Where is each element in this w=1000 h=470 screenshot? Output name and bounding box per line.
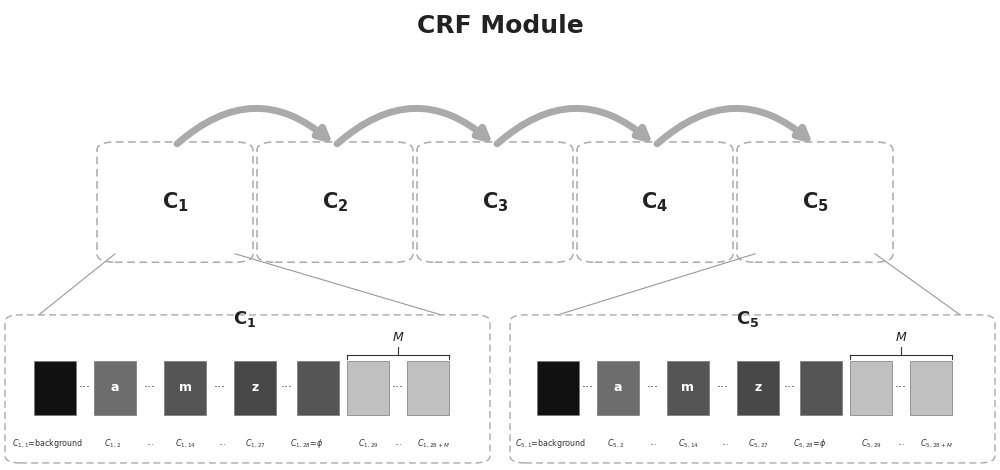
- Text: ···: ···: [144, 381, 156, 394]
- Bar: [234, 361, 276, 415]
- Bar: [910, 361, 952, 415]
- Text: $\mathbf{C_5}$: $\mathbf{C_5}$: [736, 309, 760, 329]
- Text: $\mathbf{C_1}$: $\mathbf{C_1}$: [233, 309, 257, 329]
- Text: $\mathbf{C_2}$: $\mathbf{C_2}$: [322, 190, 348, 214]
- Text: $\mathbf{C_4}$: $\mathbf{C_4}$: [641, 190, 669, 214]
- Text: $C_{1,28+M}$: $C_{1,28+M}$: [417, 438, 449, 450]
- Text: $C_{5,1}$=background: $C_{5,1}$=background: [515, 438, 587, 450]
- Bar: [347, 361, 389, 415]
- Text: CRF Module: CRF Module: [417, 14, 583, 38]
- FancyBboxPatch shape: [510, 315, 995, 463]
- FancyBboxPatch shape: [257, 142, 413, 262]
- Text: ···: ···: [146, 441, 154, 450]
- Text: ···: ···: [214, 381, 226, 394]
- Bar: [850, 361, 892, 415]
- Text: m: m: [178, 381, 192, 394]
- FancyBboxPatch shape: [5, 315, 490, 463]
- Text: ···: ···: [897, 441, 905, 450]
- FancyArrowPatch shape: [657, 109, 807, 144]
- Bar: [297, 361, 339, 415]
- FancyBboxPatch shape: [97, 142, 253, 262]
- Bar: [34, 361, 76, 415]
- Text: ···: ···: [392, 381, 404, 394]
- Text: $C_{1,1}$=background: $C_{1,1}$=background: [12, 438, 84, 450]
- FancyArrowPatch shape: [497, 109, 647, 144]
- Text: $C_{5,2}$: $C_{5,2}$: [607, 438, 625, 450]
- Text: $C_{1,28}$=$\phi$: $C_{1,28}$=$\phi$: [290, 438, 324, 450]
- Text: a: a: [111, 381, 119, 394]
- Text: ···: ···: [721, 441, 729, 450]
- Text: $C_{1,29}$: $C_{1,29}$: [358, 438, 378, 450]
- Text: a: a: [614, 381, 622, 394]
- Bar: [94, 361, 136, 415]
- Text: ···: ···: [218, 441, 226, 450]
- Text: $C_{1,14}$: $C_{1,14}$: [175, 438, 195, 450]
- Text: ···: ···: [582, 381, 594, 394]
- FancyArrowPatch shape: [337, 109, 487, 144]
- FancyBboxPatch shape: [577, 142, 733, 262]
- Text: ···: ···: [895, 381, 907, 394]
- FancyBboxPatch shape: [417, 142, 573, 262]
- Bar: [597, 361, 639, 415]
- Text: $\mathbf{C_3}$: $\mathbf{C_3}$: [482, 190, 508, 214]
- Text: ···: ···: [280, 381, 292, 394]
- Text: z: z: [754, 381, 762, 394]
- Text: m: m: [682, 381, 694, 394]
- Bar: [800, 361, 842, 415]
- Text: ···: ···: [717, 381, 729, 394]
- FancyBboxPatch shape: [737, 142, 893, 262]
- Text: $M$: $M$: [392, 331, 404, 344]
- Text: $M$: $M$: [895, 331, 907, 344]
- Text: $C_{5,28+M}$: $C_{5,28+M}$: [920, 438, 952, 450]
- Text: $C_{5,29}$: $C_{5,29}$: [861, 438, 881, 450]
- Text: $C_{1,2}$: $C_{1,2}$: [104, 438, 122, 450]
- Bar: [164, 361, 206, 415]
- Text: $C_{5,27}$: $C_{5,27}$: [748, 438, 768, 450]
- Text: $\mathbf{C_1}$: $\mathbf{C_1}$: [162, 190, 188, 214]
- Text: $C_{5,14}$: $C_{5,14}$: [678, 438, 698, 450]
- Text: $C_{1,27}$: $C_{1,27}$: [245, 438, 265, 450]
- Bar: [407, 361, 449, 415]
- FancyArrowPatch shape: [177, 109, 327, 144]
- Text: ···: ···: [647, 381, 659, 394]
- Text: ···: ···: [784, 381, 796, 394]
- Bar: [737, 361, 779, 415]
- Bar: [667, 361, 709, 415]
- Text: ···: ···: [394, 441, 402, 450]
- Text: $C_{5,28}$=$\phi$: $C_{5,28}$=$\phi$: [793, 438, 827, 450]
- Text: ···: ···: [79, 381, 91, 394]
- Text: ···: ···: [649, 441, 657, 450]
- Text: $\mathbf{C_5}$: $\mathbf{C_5}$: [802, 190, 828, 214]
- Bar: [537, 361, 579, 415]
- Text: z: z: [251, 381, 259, 394]
